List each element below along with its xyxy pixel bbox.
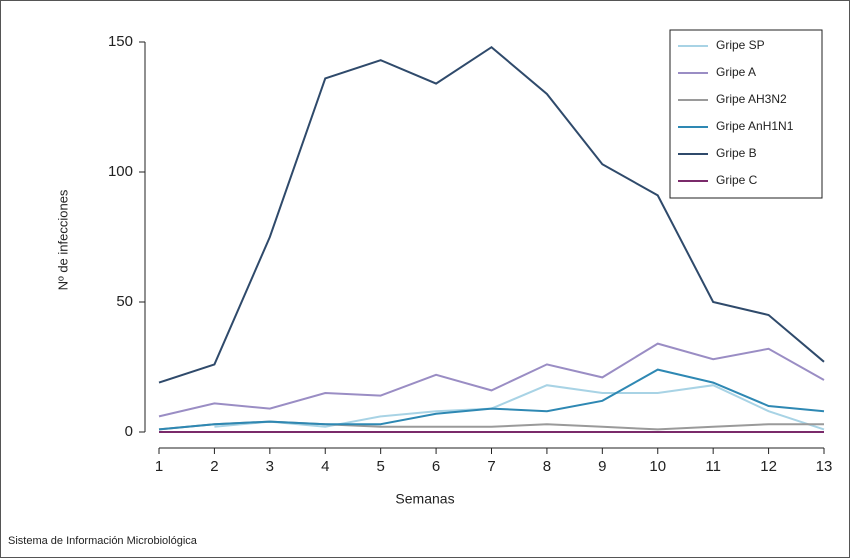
y-tick-label: 150 bbox=[108, 33, 133, 50]
x-tick-label: 9 bbox=[598, 458, 606, 475]
x-tick-label: 7 bbox=[487, 458, 495, 475]
x-tick-label: 2 bbox=[210, 458, 218, 475]
x-tick-label: 4 bbox=[321, 458, 329, 475]
series-line bbox=[214, 384, 825, 431]
legend-label: Gripe SP bbox=[716, 38, 765, 52]
x-tick-label: 1 bbox=[155, 458, 163, 475]
x-tick-label: 12 bbox=[760, 458, 777, 475]
y-axis-label: Nº de infecciones bbox=[55, 189, 70, 290]
legend-label: Gripe A bbox=[716, 65, 756, 79]
y-tick-label: 50 bbox=[116, 293, 133, 310]
x-tick-label: 11 bbox=[705, 458, 721, 475]
legend-box bbox=[669, 29, 823, 199]
x-axis-label: Semanas bbox=[395, 491, 454, 507]
series-line bbox=[158, 45, 825, 384]
x-tick-label: 10 bbox=[649, 458, 666, 475]
x-tick-label: 8 bbox=[543, 458, 551, 475]
legend-label: Gripe B bbox=[716, 146, 757, 160]
legend-label: Gripe C bbox=[716, 173, 758, 187]
x-tick-label: 6 bbox=[432, 458, 440, 475]
legend-label: Gripe AH3N2 bbox=[716, 92, 787, 106]
y-tick-label: 0 bbox=[125, 423, 133, 440]
source: Sistema de Información Microbiológica bbox=[8, 535, 198, 547]
legend-label: Gripe AnH1N1 bbox=[716, 119, 794, 133]
series-line bbox=[158, 342, 825, 418]
x-tick-label: 3 bbox=[266, 458, 274, 475]
x-tick-label: 5 bbox=[376, 458, 384, 475]
x-tick-label: 13 bbox=[816, 458, 833, 475]
series-line bbox=[158, 368, 825, 431]
y-tick-label: 100 bbox=[108, 163, 133, 180]
